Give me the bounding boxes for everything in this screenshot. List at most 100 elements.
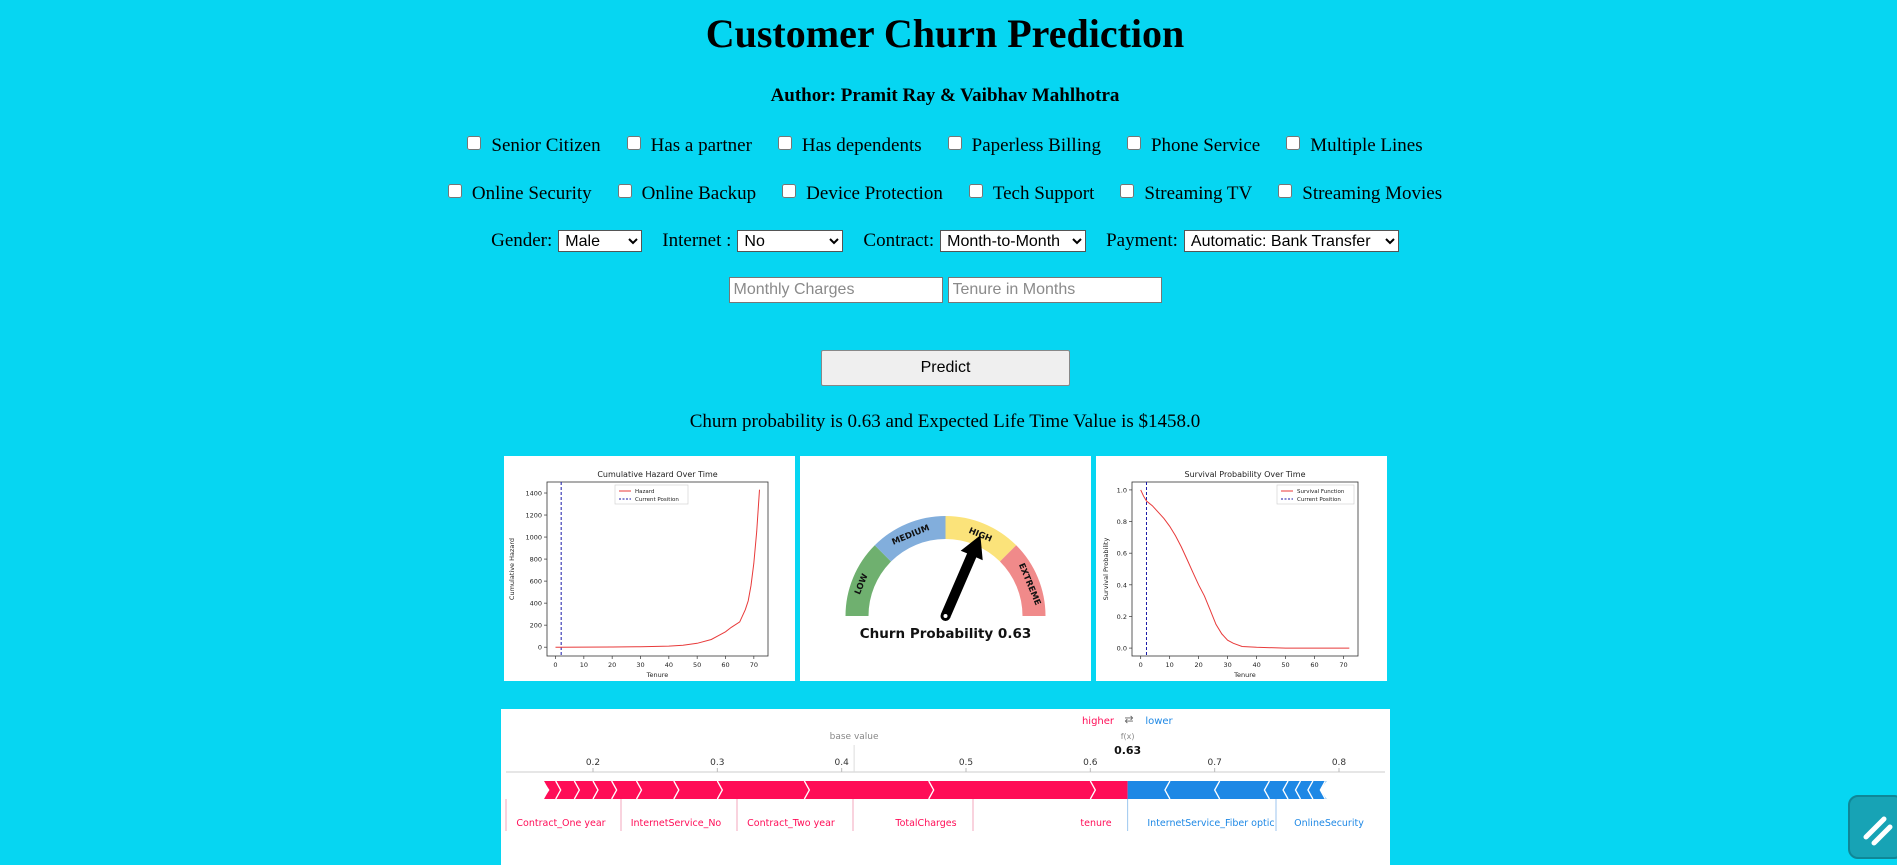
online-backup-label: Online Backup	[641, 183, 757, 204]
checkbox-option-streaming-movies[interactable]: Streaming Movies	[1278, 183, 1442, 205]
online-security-checkbox[interactable]	[447, 184, 462, 198]
chart-title: Cumulative Hazard Over Time	[597, 470, 717, 479]
survival-chart: Survival Probability Over Time 0 10 20 30 40 5…	[1102, 470, 1359, 679]
phone-service-checkbox[interactable]	[1126, 136, 1141, 150]
paperless-billing-label: Paperless Billing	[971, 135, 1101, 156]
payment-label: Payment:	[1106, 230, 1178, 251]
checkbox-option-online-backup[interactable]: Online Backup	[617, 183, 757, 205]
y-tick-label: 0.2	[1117, 613, 1127, 621]
y-tick-label: 800	[530, 556, 542, 564]
y-tick-label: 0	[538, 644, 542, 652]
x-tick-label: 40	[1252, 661, 1260, 669]
x-tick-label: 50	[693, 661, 701, 669]
multiple-lines-label: Multiple Lines	[1310, 135, 1423, 156]
legend-label-current: Current Position	[1297, 497, 1341, 503]
tenure-input[interactable]	[947, 277, 1162, 303]
survival-chart-panel: Survival Probability Over Time 0 10 20 30 40 5…	[1096, 456, 1387, 681]
phone-service-label: Phone Service	[1150, 135, 1261, 156]
positive-chevron	[635, 780, 643, 800]
checkbox-option-multiple-lines[interactable]: Multiple Lines	[1286, 135, 1423, 157]
tech-support-checkbox[interactable]	[968, 184, 983, 198]
shap-force-plot: higher ⇄ lower base value f(x) 0.63 0.2 0.3 0.4 0…	[505, 713, 1385, 831]
positive-chevron	[555, 780, 562, 800]
feature-label-contract-two-year: Contract_Two year	[747, 818, 835, 829]
positive-chevron	[673, 780, 680, 800]
y-tick-label: 0.6	[1117, 550, 1127, 558]
hazard-chart-panel: Cumulative Hazard Over Time 0 10 20 30 40 50 60…	[504, 456, 795, 681]
positive-chevron	[928, 780, 935, 800]
feature-label-internetservice-no: InternetService_No	[631, 818, 722, 829]
tech-support-label: Tech Support	[992, 183, 1095, 204]
legend-box	[1276, 484, 1355, 505]
predict-button[interactable]: Predict	[821, 350, 1070, 386]
senior-citizen-checkbox[interactable]	[467, 136, 482, 150]
multiple-lines-checkbox[interactable]	[1286, 136, 1301, 150]
paperless-billing-checkbox[interactable]	[947, 136, 962, 150]
checkbox-option-device-protection[interactable]: Device Protection	[782, 183, 943, 205]
axis-tick-label: 0.7	[1208, 758, 1222, 768]
x-tick-label: 40	[665, 661, 673, 669]
checkbox-option-has-dependents[interactable]: Has dependents	[777, 135, 922, 157]
positive-chevron	[1089, 780, 1097, 800]
checkbox-option-tech-support[interactable]: Tech Support	[968, 183, 1095, 205]
x-tick-label: 20	[1195, 661, 1203, 669]
streaming-movies-checkbox[interactable]	[1278, 184, 1293, 198]
app-menu-button[interactable]	[1848, 795, 1897, 859]
fx-label: f(x)	[1121, 732, 1135, 741]
y-tick-label: 400	[530, 600, 542, 608]
gauge-segment-extreme	[999, 545, 1046, 616]
fx-value: 0.63	[1114, 744, 1141, 757]
online-backup-checkbox[interactable]	[617, 184, 632, 198]
contract-label: Contract:	[863, 230, 935, 251]
internet-group: Internet : No	[662, 230, 844, 252]
has-dependents-checkbox[interactable]	[777, 136, 792, 150]
contract-select[interactable]: Month-to-Month	[940, 230, 1087, 252]
gauge-segment-low	[845, 545, 892, 616]
x-tick-label: 60	[721, 661, 729, 669]
x-tick-label: 30	[636, 661, 644, 669]
device-protection-checkbox[interactable]	[782, 184, 797, 198]
legend-label-series: Hazard	[635, 489, 654, 495]
negative-chevron	[1164, 780, 1171, 800]
series-line-hazard	[555, 489, 760, 648]
internet-label: Internet :	[662, 230, 732, 251]
plot-frame	[546, 481, 769, 657]
author-line: Author: Pramit Ray & Vaibhav Mahlhotra	[770, 85, 1120, 106]
payment-group: Payment: Automatic: Bank Transfer	[1106, 230, 1399, 252]
online-security-label: Online Security	[471, 183, 592, 204]
positive-chevron	[573, 780, 581, 800]
y-tick-label: 0.0	[1117, 645, 1127, 653]
series-line-survival-function	[1140, 489, 1350, 649]
axis-tick-label: 0.3	[710, 758, 724, 768]
x-tick-label: 10	[580, 661, 588, 669]
x-tick-label: 70	[1339, 661, 1347, 669]
negative-chevron	[1307, 780, 1314, 800]
internet-select[interactable]: No	[737, 230, 844, 252]
streaming-tv-label: Streaming TV	[1144, 183, 1253, 204]
payment-select[interactable]: Automatic: Bank Transfer	[1183, 230, 1399, 252]
checkbox-option-paperless-billing[interactable]: Paperless Billing	[947, 135, 1101, 157]
x-axis-label: Tenure	[646, 671, 669, 679]
y-tick-label: 600	[530, 578, 542, 586]
legend-label-series: Survival Function	[1297, 489, 1345, 495]
checkbox-option-streaming-tv[interactable]: Streaming TV	[1120, 183, 1252, 205]
chart-title: Survival Probability Over Time	[1185, 470, 1306, 479]
streaming-tv-checkbox[interactable]	[1120, 184, 1135, 198]
monthly-charges-input[interactable]	[728, 277, 943, 303]
gender-select[interactable]: Male	[558, 230, 643, 252]
hazard-chart: Cumulative Hazard Over Time 0 10 20 30 40 50 60…	[508, 470, 769, 679]
base-value-label: base value	[830, 732, 879, 742]
feature-label-tenure: tenure	[1080, 818, 1111, 829]
gauge-panel: LOW MEDIUM HIGH EXTREME Churn Probability 0.…	[800, 456, 1091, 681]
gender-label: Gender:	[491, 230, 553, 251]
has-a-partner-checkbox[interactable]	[626, 136, 641, 150]
gauge-segment-high	[945, 516, 1017, 562]
feature-label-contract-one-year: Contract_One year	[516, 818, 605, 829]
checkbox-option-online-security[interactable]: Online Security	[447, 183, 592, 205]
checkbox-option-has-a-partner[interactable]: Has a partner	[626, 135, 752, 157]
axis-tick-label: 0.2	[586, 758, 600, 768]
senior-citizen-label: Senior Citizen	[491, 135, 601, 156]
checkbox-option-senior-citizen[interactable]: Senior Citizen	[467, 135, 601, 157]
x-tick-label: 0	[553, 661, 557, 669]
checkbox-option-phone-service[interactable]: Phone Service	[1126, 135, 1261, 157]
